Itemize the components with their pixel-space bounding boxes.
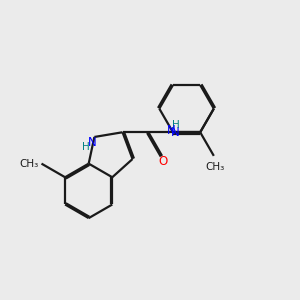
Text: CH₃: CH₃ xyxy=(19,159,38,169)
Text: N: N xyxy=(171,126,180,139)
Text: H: H xyxy=(172,120,179,130)
Text: N: N xyxy=(88,136,97,149)
Text: N: N xyxy=(167,124,176,136)
Text: O: O xyxy=(158,155,167,168)
Text: H: H xyxy=(82,142,90,152)
Text: CH₃: CH₃ xyxy=(206,162,225,172)
